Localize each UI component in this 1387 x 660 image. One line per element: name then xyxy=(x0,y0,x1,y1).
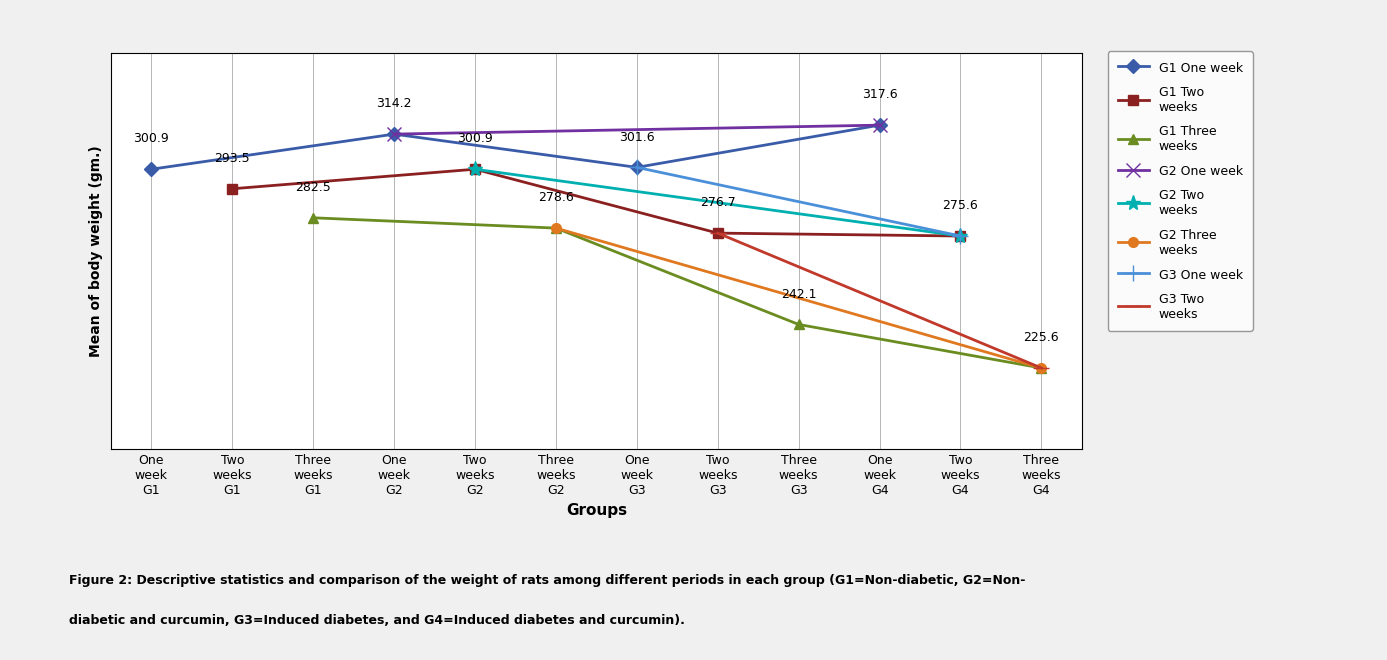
G1 Two
weeks xyxy=(709,229,727,237)
Y-axis label: Mean of body weight (gm.): Mean of body weight (gm.) xyxy=(89,145,103,356)
Text: 300.9: 300.9 xyxy=(133,133,169,145)
Text: 317.6: 317.6 xyxy=(861,88,897,102)
Line: G1 Two
weeks: G1 Two weeks xyxy=(227,164,965,241)
G3 One week xyxy=(951,232,968,240)
Line: G1 Three
weeks: G1 Three weeks xyxy=(308,213,1046,373)
G2 Two
weeks xyxy=(951,232,968,240)
G1 Three
weeks xyxy=(1033,364,1050,372)
Text: 276.7: 276.7 xyxy=(700,197,735,209)
G1 One week xyxy=(628,164,645,172)
G1 Two
weeks xyxy=(223,185,241,193)
G1 One week xyxy=(871,121,888,129)
G1 One week xyxy=(143,165,160,173)
G1 Three
weeks xyxy=(548,224,565,232)
G3 Two
weeks xyxy=(709,229,727,237)
Line: G2 Three
weeks: G2 Three weeks xyxy=(551,223,1046,373)
Text: 282.5: 282.5 xyxy=(295,181,331,194)
G1 Three
weeks xyxy=(305,214,322,222)
G2 Two
weeks xyxy=(466,165,483,173)
Text: Figure 2: Descriptive statistics and comparison of the weight of rats among diff: Figure 2: Descriptive statistics and com… xyxy=(69,574,1026,587)
Legend: G1 One week, G1 Two
weeks, G1 Three
weeks, G2 One week, G2 Two
weeks, G2 Three
w: G1 One week, G1 Two weeks, G1 Three week… xyxy=(1108,51,1252,331)
G2 One week xyxy=(386,130,402,138)
G1 Three
weeks xyxy=(791,321,807,329)
G2 One week xyxy=(871,121,888,129)
Text: 275.6: 275.6 xyxy=(943,199,978,213)
Text: 225.6: 225.6 xyxy=(1024,331,1060,345)
Text: 242.1: 242.1 xyxy=(781,288,817,301)
Line: G2 One week: G2 One week xyxy=(387,118,886,141)
G2 Three
weeks xyxy=(548,224,565,232)
Line: G3 One week: G3 One week xyxy=(630,160,968,244)
Text: 301.6: 301.6 xyxy=(619,131,655,144)
Text: 293.5: 293.5 xyxy=(215,152,250,165)
G2 Three
weeks xyxy=(1033,364,1050,372)
G1 Two
weeks xyxy=(466,165,483,173)
G3 One week xyxy=(628,164,645,172)
X-axis label: Groups: Groups xyxy=(566,503,627,518)
Text: 300.9: 300.9 xyxy=(458,133,492,145)
Text: 314.2: 314.2 xyxy=(376,98,412,110)
Line: G1 One week: G1 One week xyxy=(147,120,885,174)
Text: 278.6: 278.6 xyxy=(538,191,574,205)
G3 Two
weeks xyxy=(1033,364,1050,372)
G1 One week xyxy=(386,130,402,138)
Line: G2 Two
weeks: G2 Two weeks xyxy=(467,162,968,244)
G1 Two
weeks xyxy=(951,232,968,240)
Line: G3 Two
weeks: G3 Two weeks xyxy=(710,226,1049,376)
Text: diabetic and curcumin, G3=Induced diabetes, and G4=Induced diabetes and curcumin: diabetic and curcumin, G3=Induced diabet… xyxy=(69,614,685,627)
